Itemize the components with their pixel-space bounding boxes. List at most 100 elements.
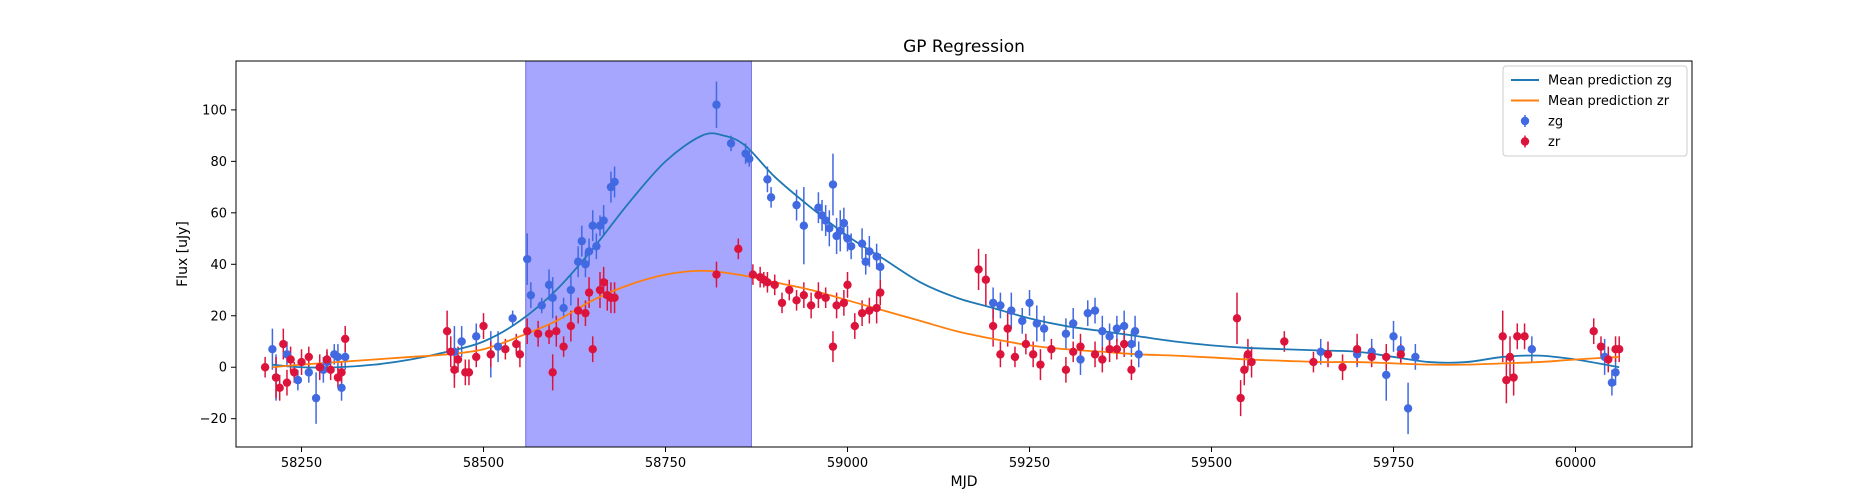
data-point-zg — [537, 301, 546, 310]
data-point-zr — [832, 301, 841, 310]
data-point-zr — [1505, 352, 1515, 362]
data-point-zr — [1069, 347, 1078, 356]
data-point-zg — [865, 247, 874, 256]
data-point-zr — [1003, 324, 1012, 333]
data-point-zg — [745, 154, 754, 163]
data-point-zg — [872, 252, 881, 261]
data-point-zr — [1047, 345, 1056, 354]
data-point-zg — [588, 221, 597, 230]
data-point-zg — [836, 226, 845, 236]
data-point-zg — [523, 254, 532, 264]
data-point-zg — [293, 375, 303, 385]
data-point-zr — [734, 244, 743, 254]
legend-point-marker-zg — [1520, 116, 1530, 126]
data-point-zg — [1018, 316, 1027, 326]
data-point-zr — [486, 350, 495, 359]
x-tick-label: 59500 — [1191, 456, 1232, 471]
data-point-zr — [1596, 342, 1606, 351]
data-point-zr — [1112, 345, 1122, 354]
data-point-zr — [974, 265, 983, 274]
data-point-zr — [814, 290, 823, 300]
data-point-zg — [861, 257, 870, 266]
plot-frame — [235, 60, 1693, 448]
y-tick-label: 40 — [210, 258, 227, 273]
data-point-zg — [610, 177, 619, 187]
data-point-zg — [341, 352, 350, 362]
data-point-zg — [457, 337, 466, 346]
data-point-zr — [279, 339, 288, 349]
data-point-zr — [1615, 345, 1624, 354]
data-point-zr — [559, 342, 568, 351]
data-point-zg — [1090, 306, 1100, 315]
data-point-zg — [493, 342, 503, 351]
data-point-zr — [290, 368, 299, 377]
data-point-zg — [548, 293, 557, 302]
x-tick-label: 59000 — [827, 456, 868, 471]
data-point-zr — [712, 270, 721, 279]
data-point-zr — [1021, 339, 1031, 349]
data-point-zg — [1389, 332, 1398, 341]
data-point-zg — [1130, 327, 1140, 336]
data-point-zr — [821, 293, 830, 302]
data-point-zr — [297, 357, 306, 367]
data-point-zg — [566, 285, 576, 295]
data-point-zr — [806, 301, 816, 310]
data-point-zg — [1119, 321, 1129, 331]
data-point-zr — [552, 327, 561, 336]
data-point-zg — [584, 247, 594, 256]
x-tick-label: 60000 — [1555, 456, 1596, 471]
data-point-zr — [581, 308, 590, 318]
data-point-zr — [1309, 357, 1318, 367]
x-tick-label: 58750 — [645, 456, 686, 471]
data-point-zg — [1527, 345, 1537, 354]
data-point-zr — [1076, 342, 1085, 351]
data-point-zr — [326, 365, 335, 374]
data-point-zg — [792, 200, 801, 210]
data-point-zg — [996, 301, 1005, 310]
data-point-zr — [533, 329, 543, 338]
data-point-zg — [763, 175, 772, 184]
data-point-zg — [988, 298, 998, 308]
data-point-zg — [544, 280, 554, 290]
data-point-zr — [610, 293, 619, 302]
data-point-zr — [573, 306, 583, 315]
y-tick-label: 80 — [210, 155, 227, 170]
data-point-zr — [1498, 332, 1507, 341]
legend-point-marker-zr — [1520, 137, 1530, 146]
data-point-zr — [315, 363, 324, 372]
mean-prediction-line-zr — [272, 269, 1620, 369]
data-point-zr — [839, 298, 849, 308]
data-point-zr — [446, 347, 455, 356]
data-point-zr — [584, 288, 594, 297]
data-point-zg — [592, 242, 601, 251]
x-tick-label: 59750 — [1373, 456, 1414, 471]
data-point-zr — [544, 329, 554, 338]
data-point-zr — [1247, 357, 1256, 367]
data-point-zr — [599, 278, 608, 287]
data-point-zr — [275, 383, 284, 393]
data-point-zg — [825, 224, 834, 233]
legend-label-line-zg: Mean prediction zg — [1548, 74, 1672, 89]
data-point-zg — [311, 393, 321, 403]
data-point-zr — [260, 363, 270, 372]
data-point-zr — [799, 290, 809, 300]
data-point-zg — [577, 236, 586, 246]
data-point-zr — [479, 321, 488, 331]
mean-prediction-layer — [272, 132, 1620, 369]
data-point-zg — [814, 203, 823, 212]
shaded-region — [525, 60, 752, 448]
data-point-zr — [792, 296, 801, 305]
data-point-zr — [472, 352, 481, 362]
data-point-zr — [341, 334, 350, 344]
data-point-zg — [1098, 327, 1107, 336]
data-point-zr — [282, 378, 292, 387]
data-point-zg — [766, 193, 776, 202]
data-point-zr — [1352, 345, 1362, 354]
data-point-zr — [857, 308, 867, 318]
data-point-zr — [512, 339, 521, 349]
data-point-zr — [450, 365, 459, 374]
data-point-zg — [1607, 378, 1617, 387]
y-tick-label: 60 — [210, 206, 227, 221]
data-point-zg — [1112, 324, 1122, 333]
